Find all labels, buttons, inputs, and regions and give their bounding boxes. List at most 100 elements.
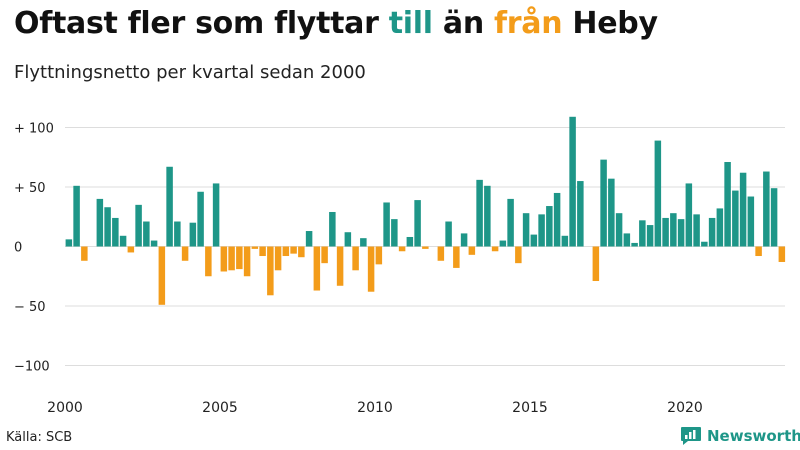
chart-subtitle: Flyttningsnetto per kvartal sedan 2000 (14, 62, 366, 83)
bar (499, 240, 507, 247)
bar (724, 162, 731, 247)
bar (639, 220, 646, 247)
bar (654, 140, 662, 247)
bar (189, 222, 197, 247)
bar (236, 246, 243, 270)
bar (553, 192, 561, 247)
bar (716, 208, 724, 247)
bar (313, 246, 321, 291)
bar (522, 213, 530, 247)
bar (693, 214, 700, 247)
bar (174, 221, 181, 247)
bar (685, 183, 693, 247)
bar (670, 213, 677, 247)
bar (383, 202, 390, 247)
bar (577, 181, 584, 247)
bar (561, 235, 569, 247)
bar (127, 246, 135, 253)
bar (181, 246, 189, 261)
title-negative-word: från (494, 6, 563, 41)
bar (290, 246, 297, 254)
bar (677, 219, 685, 247)
bar (119, 235, 127, 247)
bar (507, 198, 514, 247)
bar (662, 217, 669, 247)
bar (274, 246, 282, 271)
bar (422, 246, 429, 249)
bar (453, 246, 460, 268)
bar (414, 200, 421, 247)
x-tick-label: 2010 (357, 400, 393, 416)
bar (104, 207, 111, 247)
bar (112, 217, 119, 247)
y-tick-label: −100 (14, 360, 50, 375)
x-tick-label: 2000 (47, 400, 83, 416)
x-tick-label: 2015 (512, 400, 548, 416)
brand-name: Newsworthy (707, 427, 800, 445)
bar (205, 246, 212, 277)
bar (569, 116, 576, 247)
bar (298, 246, 305, 258)
bar (755, 246, 762, 257)
bar (321, 246, 328, 264)
bar (646, 225, 654, 247)
bar (243, 246, 251, 277)
bar (135, 204, 142, 247)
source-note: Källa: SCB (6, 430, 73, 445)
bar (623, 233, 631, 247)
bar (251, 246, 259, 249)
bar (406, 236, 414, 247)
title-positive-word: till (388, 6, 433, 41)
bar (143, 221, 150, 247)
bar (468, 246, 476, 255)
bar (398, 246, 406, 252)
bar (220, 246, 228, 272)
bar (81, 246, 88, 261)
bar (212, 183, 220, 247)
bar (631, 242, 638, 247)
bar (282, 246, 290, 257)
bar (367, 246, 375, 292)
bar (336, 246, 344, 286)
bar (267, 246, 274, 296)
y-tick-label: 0 (14, 241, 22, 256)
newsworthy-logo-icon (681, 427, 701, 445)
bar (352, 246, 359, 271)
newsworthy-logo: Newsworthy (680, 426, 800, 446)
bar (344, 232, 352, 247)
bar (615, 213, 623, 247)
bar (228, 246, 235, 271)
bar (360, 238, 367, 247)
bar (96, 198, 104, 247)
y-tick-label: − 50 (14, 300, 46, 315)
y-tick-label: + 100 (14, 122, 54, 137)
bar (538, 214, 545, 247)
bar (150, 240, 158, 247)
bar (391, 219, 398, 247)
bar (701, 241, 708, 247)
bar (608, 178, 615, 247)
bar (778, 246, 786, 262)
bar (329, 211, 336, 247)
bar (600, 159, 607, 247)
bar (530, 234, 538, 247)
x-tick-label: 2005 (202, 400, 238, 416)
bar (747, 196, 755, 247)
bar (515, 246, 522, 264)
chart-title: Oftast fler som flyttar till än från Heb… (14, 6, 658, 41)
bar (305, 231, 313, 247)
bar (158, 246, 166, 305)
bar (259, 246, 266, 257)
bar (484, 185, 491, 247)
x-tick-label: 2020 (667, 400, 703, 416)
bar (770, 188, 778, 247)
bar (65, 239, 73, 247)
title-part-1: Oftast fler som flyttar (14, 6, 389, 41)
bar (460, 233, 468, 247)
bar (763, 171, 770, 247)
bar (445, 221, 452, 247)
bar (546, 206, 553, 247)
bar (476, 179, 483, 247)
bar (491, 246, 499, 252)
